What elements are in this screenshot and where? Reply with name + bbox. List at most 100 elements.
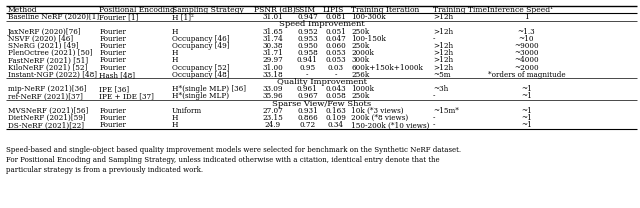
Text: 0.953: 0.953 xyxy=(297,35,317,43)
Text: H: H xyxy=(172,27,178,36)
Text: >12h: >12h xyxy=(433,27,453,36)
Text: Speed Improvement: Speed Improvement xyxy=(279,20,364,28)
Text: H: H xyxy=(172,49,178,57)
Text: Occupancy [48]: Occupancy [48] xyxy=(172,71,229,79)
Text: 200k (*8 views): 200k (*8 views) xyxy=(351,114,408,122)
Text: 0.051: 0.051 xyxy=(325,27,346,36)
Text: DietNeRF (2021)[59]: DietNeRF (2021)[59] xyxy=(8,114,85,122)
Text: ~1: ~1 xyxy=(521,85,532,93)
Text: Fourier: Fourier xyxy=(99,56,126,64)
Text: KiloNeRF (2021) [52]: KiloNeRF (2021) [52] xyxy=(8,64,87,72)
Text: Occupancy [49]: Occupancy [49] xyxy=(172,42,229,50)
Text: 0.95: 0.95 xyxy=(300,64,316,72)
Text: 1: 1 xyxy=(524,13,529,21)
Text: >12h: >12h xyxy=(433,49,453,57)
Text: Fourier: Fourier xyxy=(99,27,126,36)
Text: 0.043: 0.043 xyxy=(326,85,346,93)
Text: H: H xyxy=(172,56,178,64)
Text: NSVF (2020) [46]: NSVF (2020) [46] xyxy=(8,35,73,43)
Text: 31.74: 31.74 xyxy=(262,35,283,43)
Text: 0.967: 0.967 xyxy=(297,93,318,100)
Text: Quality Improvement: Quality Improvement xyxy=(276,78,367,86)
Text: H: H xyxy=(172,121,178,129)
Text: ~3h: ~3h xyxy=(433,85,449,93)
Text: MVSNeRF (2021)[56]: MVSNeRF (2021)[56] xyxy=(8,107,88,115)
Text: ~1: ~1 xyxy=(521,121,532,129)
Text: H*(single MLP): H*(single MLP) xyxy=(172,93,228,100)
Text: IPE + IDE [37]: IPE + IDE [37] xyxy=(99,93,154,100)
Text: 0.047: 0.047 xyxy=(325,35,346,43)
Text: -: - xyxy=(433,35,436,43)
Text: ~10: ~10 xyxy=(519,35,534,43)
Text: Inference Speed¹: Inference Speed¹ xyxy=(487,6,553,14)
Text: 1000k: 1000k xyxy=(351,85,374,93)
Text: 250k: 250k xyxy=(351,42,369,50)
Text: ~5m: ~5m xyxy=(433,71,451,79)
Text: -: - xyxy=(433,121,436,129)
Text: 33.09: 33.09 xyxy=(262,85,283,93)
Text: 250k: 250k xyxy=(351,27,369,36)
Text: FastNeRF (2021) [51]: FastNeRF (2021) [51] xyxy=(8,56,88,64)
Text: 33.18: 33.18 xyxy=(262,71,283,79)
Text: Training Time: Training Time xyxy=(433,6,487,14)
Text: ~9000: ~9000 xyxy=(514,42,539,50)
Text: -: - xyxy=(306,71,308,79)
Text: 35.96: 35.96 xyxy=(262,93,283,100)
Text: ~2000: ~2000 xyxy=(514,64,539,72)
Text: 250k: 250k xyxy=(351,93,369,100)
Text: 31.65: 31.65 xyxy=(262,27,283,36)
Text: LIPIS: LIPIS xyxy=(323,6,344,14)
Text: ~3000: ~3000 xyxy=(514,49,539,57)
Text: Method: Method xyxy=(8,6,37,14)
Text: 30.38: 30.38 xyxy=(262,42,283,50)
Text: 0.952: 0.952 xyxy=(297,27,318,36)
Text: 31.01: 31.01 xyxy=(262,13,283,21)
Text: Fourier: Fourier xyxy=(99,49,126,57)
Text: >12h: >12h xyxy=(433,64,453,72)
Text: 256k: 256k xyxy=(351,71,369,79)
Text: ~1.3: ~1.3 xyxy=(518,27,535,36)
Text: 100-300k: 100-300k xyxy=(351,13,386,21)
Text: IPE [36]: IPE [36] xyxy=(99,85,129,93)
Text: ~1: ~1 xyxy=(521,93,532,100)
Text: 0.961: 0.961 xyxy=(297,85,318,93)
Text: 24.9: 24.9 xyxy=(265,121,281,129)
Text: ~4000: ~4000 xyxy=(514,56,539,64)
Text: >12h: >12h xyxy=(433,42,453,50)
Text: ~1: ~1 xyxy=(521,107,532,115)
Text: Sparse View/Few Shots: Sparse View/Few Shots xyxy=(272,100,371,108)
Text: JaxNeRF (2020)[76]: JaxNeRF (2020)[76] xyxy=(8,27,81,36)
Text: 29.97: 29.97 xyxy=(262,56,283,64)
Text: 23.15: 23.15 xyxy=(262,114,283,122)
Text: SNeRG (2021) [49]: SNeRG (2021) [49] xyxy=(8,42,78,50)
Text: 31.00: 31.00 xyxy=(262,64,283,72)
Text: Positional Encoding: Positional Encoding xyxy=(99,6,175,14)
Text: 0.03: 0.03 xyxy=(328,64,344,72)
Text: >12h: >12h xyxy=(433,13,453,21)
Text: H [1]²: H [1]² xyxy=(172,13,193,21)
Text: Occupancy [52]: Occupancy [52] xyxy=(172,64,229,72)
Text: DS-NeRF (2021)[22]: DS-NeRF (2021)[22] xyxy=(8,121,84,129)
Text: 300k: 300k xyxy=(351,56,369,64)
Text: Sampling Strategy: Sampling Strategy xyxy=(172,6,243,14)
Text: >12h: >12h xyxy=(433,56,453,64)
Text: ~15m*: ~15m* xyxy=(433,107,459,115)
Text: 0.053: 0.053 xyxy=(326,49,346,57)
Text: 0.866: 0.866 xyxy=(297,114,318,122)
Text: Fourier: Fourier xyxy=(99,114,126,122)
Text: 0.163: 0.163 xyxy=(325,107,346,115)
Text: Training Iteration: Training Iteration xyxy=(351,6,420,14)
Text: Baseline NeRF (2020)[1]: Baseline NeRF (2020)[1] xyxy=(8,13,99,21)
Text: -: - xyxy=(335,71,337,79)
Text: SSIM: SSIM xyxy=(294,6,316,14)
Text: 0.053: 0.053 xyxy=(326,56,346,64)
Text: 0.72: 0.72 xyxy=(300,121,316,129)
Text: 0.34: 0.34 xyxy=(328,121,344,129)
Text: 100-150k: 100-150k xyxy=(351,35,386,43)
Text: -: - xyxy=(433,114,436,122)
Text: 150-200k (*10 views): 150-200k (*10 views) xyxy=(351,121,429,129)
Text: 0.958: 0.958 xyxy=(297,49,318,57)
Text: 0.947: 0.947 xyxy=(297,13,318,21)
Text: 0.058: 0.058 xyxy=(325,93,346,100)
Text: 0.931: 0.931 xyxy=(297,107,318,115)
